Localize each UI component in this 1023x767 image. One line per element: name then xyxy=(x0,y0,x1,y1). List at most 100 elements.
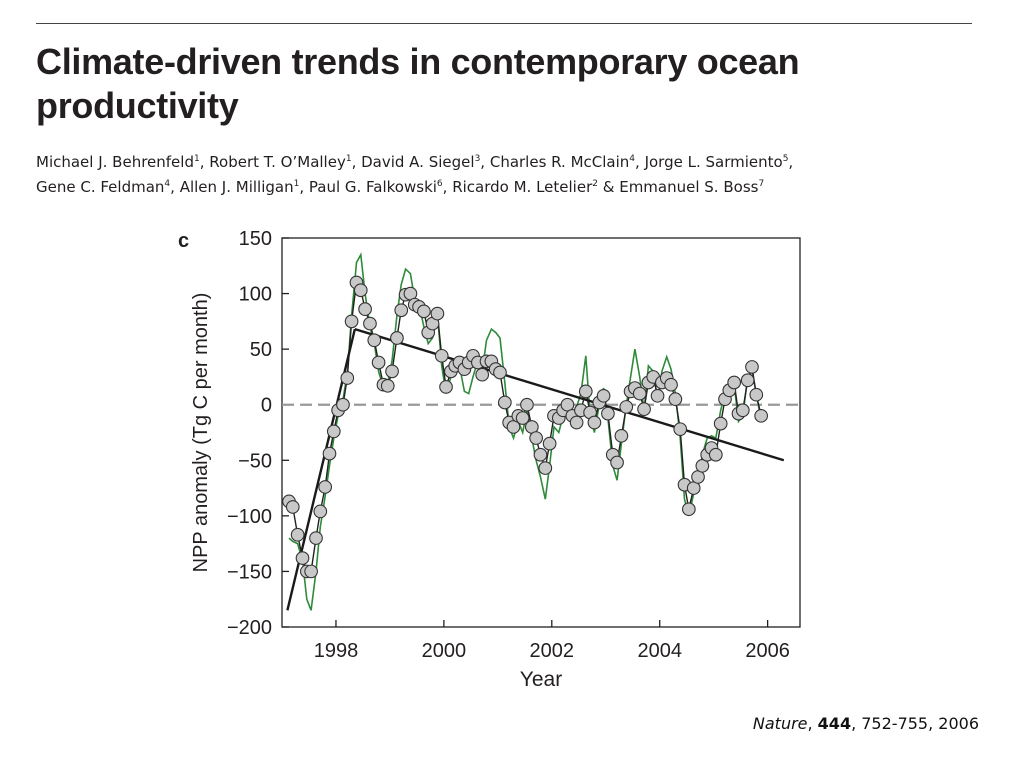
data-point xyxy=(394,303,409,318)
y-axis-label: NPP anomaly (Tg C per month) xyxy=(190,293,212,573)
data-point xyxy=(475,367,490,382)
data-point xyxy=(708,447,723,462)
data-point xyxy=(681,502,696,517)
data-point xyxy=(529,431,543,445)
author-affiliation: 5 xyxy=(782,154,789,164)
citation-volume: 444 xyxy=(817,714,852,733)
data-point xyxy=(385,364,399,379)
data-point xyxy=(664,377,678,392)
data-point xyxy=(363,316,377,331)
data-point xyxy=(637,402,651,417)
data-point xyxy=(434,348,449,363)
data-point xyxy=(533,447,548,462)
author-affiliation: 1 xyxy=(193,154,200,164)
plot-frame xyxy=(281,237,801,628)
data-point xyxy=(713,416,728,431)
data-point xyxy=(326,424,341,439)
citation-journal: Nature xyxy=(752,714,808,733)
data-point xyxy=(295,551,310,565)
data-point xyxy=(318,480,333,494)
author-list: Michael J. Behrenfeld1, Robert T. O’Mall… xyxy=(36,153,794,196)
data-point xyxy=(569,415,584,430)
data-point xyxy=(619,400,634,414)
data-point xyxy=(727,375,742,390)
author-name: Michael J. Behrenfeld xyxy=(36,153,194,171)
data-point xyxy=(367,333,382,348)
trend-line-segment xyxy=(286,328,357,611)
data-point xyxy=(439,380,453,394)
data-point xyxy=(344,314,359,329)
data-point xyxy=(304,564,318,579)
data-point xyxy=(430,306,445,321)
citation: Nature, 444, 752-755, 2006 xyxy=(752,714,979,733)
data-point xyxy=(668,392,683,407)
y-tick-label: 0 xyxy=(261,395,272,417)
data-point xyxy=(749,387,764,402)
y-tick-label: 150 xyxy=(239,228,272,250)
data-point xyxy=(371,355,386,370)
data-point xyxy=(290,527,305,542)
author-name: Allen J. Milligan xyxy=(179,178,294,196)
data-point xyxy=(650,388,665,403)
observed-series-line xyxy=(288,280,762,573)
author-affiliation: 4 xyxy=(629,154,636,164)
author-affiliation: 1 xyxy=(345,154,352,164)
author-name: David A. Siegel xyxy=(361,153,475,171)
data-point xyxy=(417,304,431,319)
y-tick-label: −50 xyxy=(238,450,272,472)
x-tick-label: 2006 xyxy=(745,640,790,662)
y-tick-label: 50 xyxy=(250,339,272,361)
author-name: Ricardo M. Letelier xyxy=(452,178,593,196)
data-point xyxy=(538,461,553,475)
data-point xyxy=(353,283,368,298)
data-point xyxy=(358,302,372,316)
data-point xyxy=(390,331,404,345)
data-point xyxy=(309,531,323,545)
author-name: Emmanuel S. Boss xyxy=(619,178,759,196)
data-point xyxy=(578,384,593,399)
data-point xyxy=(610,455,624,470)
author-name: Charles R. McClain xyxy=(489,153,630,171)
y-tick-label: −200 xyxy=(227,617,272,639)
y-tick-label: −150 xyxy=(227,561,272,583)
data-point xyxy=(614,428,629,443)
author-affiliation: 6 xyxy=(436,179,443,189)
data-point xyxy=(735,403,750,418)
data-point xyxy=(754,408,769,423)
y-tick-label: 100 xyxy=(239,284,272,306)
data-point xyxy=(322,446,337,461)
top-rule xyxy=(36,23,972,24)
y-tick-label: −100 xyxy=(227,506,272,528)
data-point xyxy=(497,395,512,410)
data-point xyxy=(587,415,602,430)
x-tick-label: 2002 xyxy=(530,640,575,662)
data-point xyxy=(340,371,355,385)
npp-anomaly-chart: c −200 −150 −100 −50 0 50 100 150 1998 2000 2002 200… xyxy=(178,228,801,691)
author-name: Robert T. O’Malley xyxy=(209,153,346,171)
data-point xyxy=(596,388,611,403)
panel-label: c xyxy=(178,230,189,252)
data-point xyxy=(493,365,507,380)
data-point xyxy=(542,436,557,451)
author-affiliation: 2 xyxy=(592,179,598,189)
citation-pages: 752-755, 2006 xyxy=(861,714,979,733)
data-point xyxy=(673,422,688,437)
data-point xyxy=(632,386,647,401)
data-point xyxy=(313,504,328,519)
author-affiliation: 4 xyxy=(164,179,171,189)
x-tick-label: 2004 xyxy=(637,640,682,662)
paper-title: Climate-driven trends in contemporary oc… xyxy=(36,41,800,126)
author-affiliation: 1 xyxy=(293,179,300,189)
data-point xyxy=(285,500,300,514)
x-tick-label: 2000 xyxy=(422,640,467,662)
data-point xyxy=(520,397,534,412)
author-name: Jorge L. Sarmiento xyxy=(644,153,783,171)
author-affiliation: 7 xyxy=(758,179,765,189)
trend-line-segment xyxy=(354,327,785,462)
author-name: Paul G. Falkowski xyxy=(308,178,437,196)
data-point xyxy=(336,397,350,412)
author-affiliation: 3 xyxy=(474,154,481,164)
author-name: Gene C. Feldman xyxy=(36,178,165,196)
data-point xyxy=(745,360,759,374)
x-tick-label: 1998 xyxy=(314,640,359,662)
